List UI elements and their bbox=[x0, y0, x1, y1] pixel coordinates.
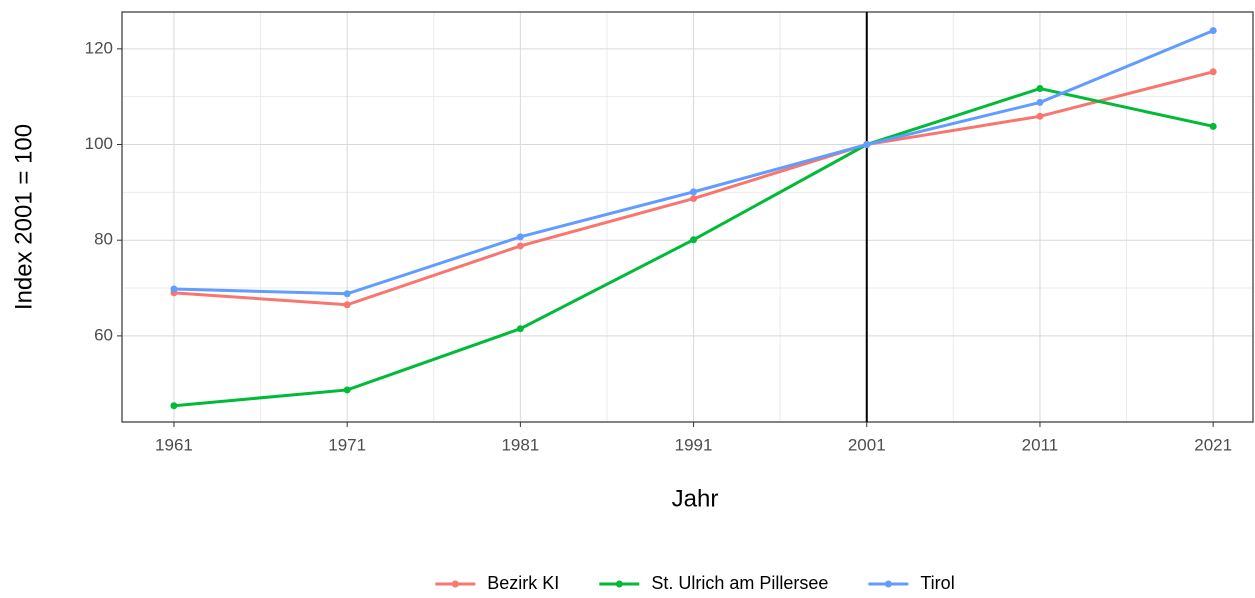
data-point bbox=[690, 188, 698, 196]
data-point bbox=[170, 285, 178, 293]
data-point bbox=[1036, 98, 1044, 106]
x-tick-label: 2011 bbox=[1022, 435, 1059, 454]
y-axis-label: Index 2001 = 100 bbox=[10, 124, 37, 310]
data-point bbox=[1209, 27, 1217, 35]
x-tick-label: 1991 bbox=[675, 435, 713, 454]
data-point bbox=[1209, 122, 1217, 130]
y-tick-label: 60 bbox=[94, 325, 113, 344]
x-axis-label: Jahr bbox=[672, 485, 719, 512]
data-point bbox=[1036, 112, 1044, 120]
data-point bbox=[690, 195, 698, 203]
data-point bbox=[170, 402, 178, 410]
x-tick-label: 1971 bbox=[328, 435, 366, 454]
y-tick-label: 80 bbox=[94, 230, 113, 249]
legend-label: Bezirk KI bbox=[487, 573, 559, 593]
data-point bbox=[516, 242, 524, 250]
data-point bbox=[1036, 85, 1044, 93]
data-point bbox=[690, 236, 698, 244]
x-tick-label: 1961 bbox=[155, 435, 193, 454]
data-point bbox=[343, 301, 351, 309]
legend-key-point bbox=[884, 580, 892, 588]
data-point bbox=[343, 386, 351, 394]
data-point bbox=[516, 233, 524, 241]
x-tick-label: 2001 bbox=[848, 435, 886, 454]
x-tick-label: 2021 bbox=[1194, 435, 1232, 454]
legend-key-point bbox=[615, 580, 623, 588]
data-point bbox=[863, 141, 871, 149]
y-tick-label: 100 bbox=[85, 134, 113, 153]
data-point bbox=[516, 325, 524, 333]
legend-key-point bbox=[451, 580, 459, 588]
legend-label: St. Ulrich am Pillersee bbox=[651, 573, 828, 593]
panel-border bbox=[121, 11, 1254, 423]
x-tick-label: 1981 bbox=[501, 435, 539, 454]
legend: Bezirk KI St. Ulrich am Pillersee Tirol bbox=[435, 573, 955, 593]
y-tick-label: 120 bbox=[85, 38, 113, 57]
data-point bbox=[1209, 68, 1217, 76]
legend-label: Tirol bbox=[920, 573, 954, 593]
data-point bbox=[343, 290, 351, 298]
